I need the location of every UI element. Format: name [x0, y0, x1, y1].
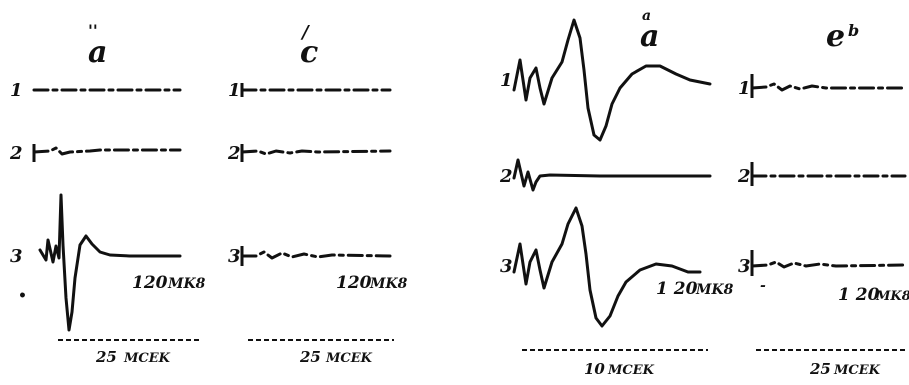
panel-c-timebase: 10: [584, 360, 605, 378]
panel-c-letter-marks: a: [642, 8, 651, 24]
panel-d-trace-1: [750, 82, 907, 92]
panel-b-trace-2-label: 2: [227, 143, 241, 164]
panel-d-timebase: 25: [809, 360, 831, 378]
panel-a: a '' 1 2 3 120 MK8 • 25 MCEK: [9, 21, 206, 366]
panel-c-trace-1-label: 1: [500, 70, 513, 91]
panel-d-dash: -: [760, 278, 766, 294]
panel-d-calibration: 1 20: [838, 285, 880, 305]
panel-c-trace-2-label: 2: [499, 166, 513, 187]
panel-c-letter: a: [640, 19, 659, 54]
panel-a-trace-3-label: 3: [10, 246, 23, 267]
panel-a-trace-1-label: 1: [10, 80, 23, 101]
panel-d-calibration-unit: MK8: [875, 289, 909, 304]
panel-b-trace-3-label: 3: [228, 246, 241, 267]
panel-a-calibration: 120: [132, 273, 168, 293]
panel-b-trace-3: [240, 250, 392, 260]
panel-d-letter: e: [826, 19, 845, 54]
panel-a-timebase-unit: MCEK: [123, 351, 171, 366]
panel-d: e b 1 2 3 1 20 MK8 - 25 MCEK: [737, 19, 909, 378]
panel-a-timebase: 25: [95, 348, 117, 366]
panel-c-calibration-unit: MK8: [695, 282, 734, 298]
panel-b: c / 1 2 3 120 MK8 25 MCEK: [227, 22, 408, 366]
panel-b-trace-1-label: 1: [228, 80, 241, 101]
panel-c: a a 1 2 3 1 20 MK8 10 MCEK: [499, 8, 734, 378]
panel-b-letter: c: [300, 35, 318, 70]
panel-a-trace-2-label: 2: [9, 143, 23, 164]
panel-a-dot: •: [18, 288, 27, 304]
panel-d-trace-3: [750, 260, 907, 269]
panel-d-letter-marks: b: [848, 21, 859, 40]
panel-a-trace-2: [32, 146, 182, 156]
panel-a-trace-3: [38, 193, 182, 332]
panel-c-calibration: 1 20: [656, 279, 698, 299]
panel-b-timebase: 25: [299, 348, 321, 366]
panel-a-calibration-unit: MK8: [167, 276, 206, 292]
panel-a-letter: a: [88, 35, 107, 70]
panel-b-timebase-unit: MCEK: [325, 351, 373, 366]
panel-c-trace-3-label: 3: [500, 256, 513, 277]
panel-b-calibration-unit: MK8: [369, 276, 408, 292]
panel-d-trace-3-label: 3: [738, 256, 751, 277]
panel-d-trace-2-label: 2: [737, 166, 751, 187]
panel-c-trace-1: [512, 18, 712, 142]
panel-c-trace-2: [512, 158, 712, 192]
panel-b-trace-2: [240, 149, 392, 156]
panel-b-letter-marks: /: [300, 22, 311, 43]
panel-a-letter-marks: '': [88, 21, 98, 40]
panel-d-trace-1-label: 1: [738, 78, 751, 99]
panel-d-timebase-unit: MCEK: [833, 363, 881, 378]
panel-c-trace-3: [512, 206, 702, 328]
panel-c-timebase-unit: MCEK: [607, 363, 655, 378]
panel-b-calibration: 120: [336, 273, 372, 293]
